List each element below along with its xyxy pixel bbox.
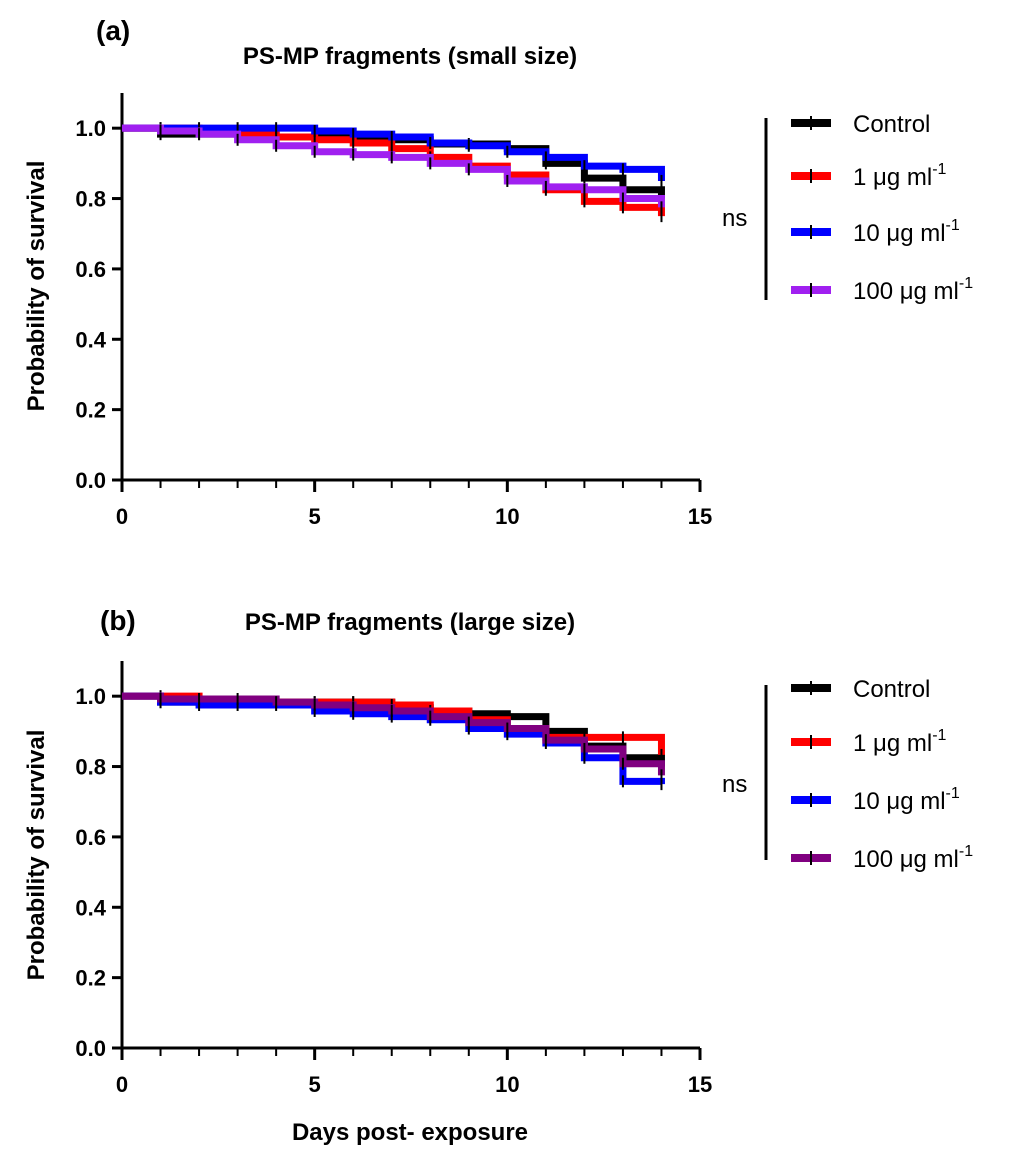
panel-a-title: PS-MP fragments (small size)	[243, 43, 577, 70]
panel-b: (b) PS-MP fragments (large size) Probabi…	[23, 605, 973, 1146]
figure-xlabel: Days post- exposure	[292, 1119, 528, 1146]
legend-label-control: Control	[853, 676, 930, 703]
panel-b-y-tick-label: 0.2	[75, 966, 106, 991]
panel-b-x-tick-label: 0	[116, 1072, 128, 1097]
panel-a-y-tick-label: 0.4	[75, 327, 106, 352]
panel-b-legend: ns Control 1 μg ml-1 10 μg ml-1 100 μg m…	[722, 676, 973, 873]
legend-item-10ug: 10 μg ml-1	[791, 785, 960, 815]
panel-a-letter: (a)	[96, 15, 130, 46]
panel-a-y-tick-label: 0.6	[75, 257, 106, 282]
panel-b-ylabel: Probability of survival	[23, 730, 50, 981]
legend-label-control: Control	[853, 111, 930, 138]
legend-item-1ug: 1 μg ml-1	[791, 161, 947, 191]
panel-a-y-tick-label: 1.0	[75, 116, 106, 141]
legend-item-10ug: 10 μg ml-1	[791, 217, 960, 247]
panel-a-y-tick-label: 0.8	[75, 187, 106, 212]
panel-a-axes: 0.0 0.2 0.4 0.6 0.8 1.0 0 5 10 15	[75, 93, 712, 529]
panel-a-legend: ns Control 1 μg ml-1 10 μg ml-1 100 μg m…	[722, 111, 973, 305]
panel-b-axes: 0.0 0.2 0.4 0.6 0.8 1.0 0 5 10 15	[75, 661, 712, 1097]
panel-b-y-tick-label: 0.4	[75, 895, 106, 920]
legend-item-100ug: 100 μg ml-1	[791, 275, 973, 305]
panel-b-y-tick-label: 1.0	[75, 684, 106, 709]
panel-b-x-tick-label: 15	[688, 1072, 712, 1097]
legend-label-1ug: 1 μg ml-1	[853, 727, 947, 757]
panel-a-significance-label: ns	[722, 205, 747, 232]
legend-item-100ug: 100 μg ml-1	[791, 843, 973, 873]
panel-b-x-tick-label: 10	[495, 1072, 519, 1097]
panel-a: (a) PS-MP fragments (small size) Probabi…	[23, 15, 973, 529]
panel-b-letter: (b)	[100, 605, 136, 636]
legend-label-1ug: 1 μg ml-1	[853, 161, 947, 191]
panel-a-x-tick-label: 0	[116, 504, 128, 529]
panel-b-y-tick-label: 0.6	[75, 825, 106, 850]
panel-a-x-tick-label: 15	[688, 504, 712, 529]
panel-a-x-tick-label: 10	[495, 504, 519, 529]
legend-label-10ug: 10 μg ml-1	[853, 785, 960, 815]
panel-a-plot-area	[122, 122, 665, 223]
panel-b-significance-label: ns	[722, 771, 747, 798]
legend-item-control: Control	[791, 676, 930, 703]
legend-item-control: Control	[791, 111, 930, 138]
legend-label-100ug: 100 μg ml-1	[853, 843, 973, 873]
panel-b-x-tick-label: 5	[309, 1072, 321, 1097]
legend-label-100ug: 100 μg ml-1	[853, 275, 973, 305]
panel-b-y-tick-label: 0.8	[75, 755, 106, 780]
panel-a-y-tick-label: 0.2	[75, 398, 106, 423]
legend-label-10ug: 10 μg ml-1	[853, 217, 960, 247]
panel-b-plot-area	[122, 690, 665, 791]
legend-item-1ug: 1 μg ml-1	[791, 727, 947, 757]
panel-a-y-tick-label: 0.0	[75, 468, 106, 493]
panel-b-y-tick-label: 0.0	[75, 1036, 106, 1061]
panel-a-ylabel: Probability of survival	[23, 161, 50, 412]
panel-a-x-tick-label: 5	[309, 504, 321, 529]
panel-b-title: PS-MP fragments (large size)	[245, 609, 575, 636]
